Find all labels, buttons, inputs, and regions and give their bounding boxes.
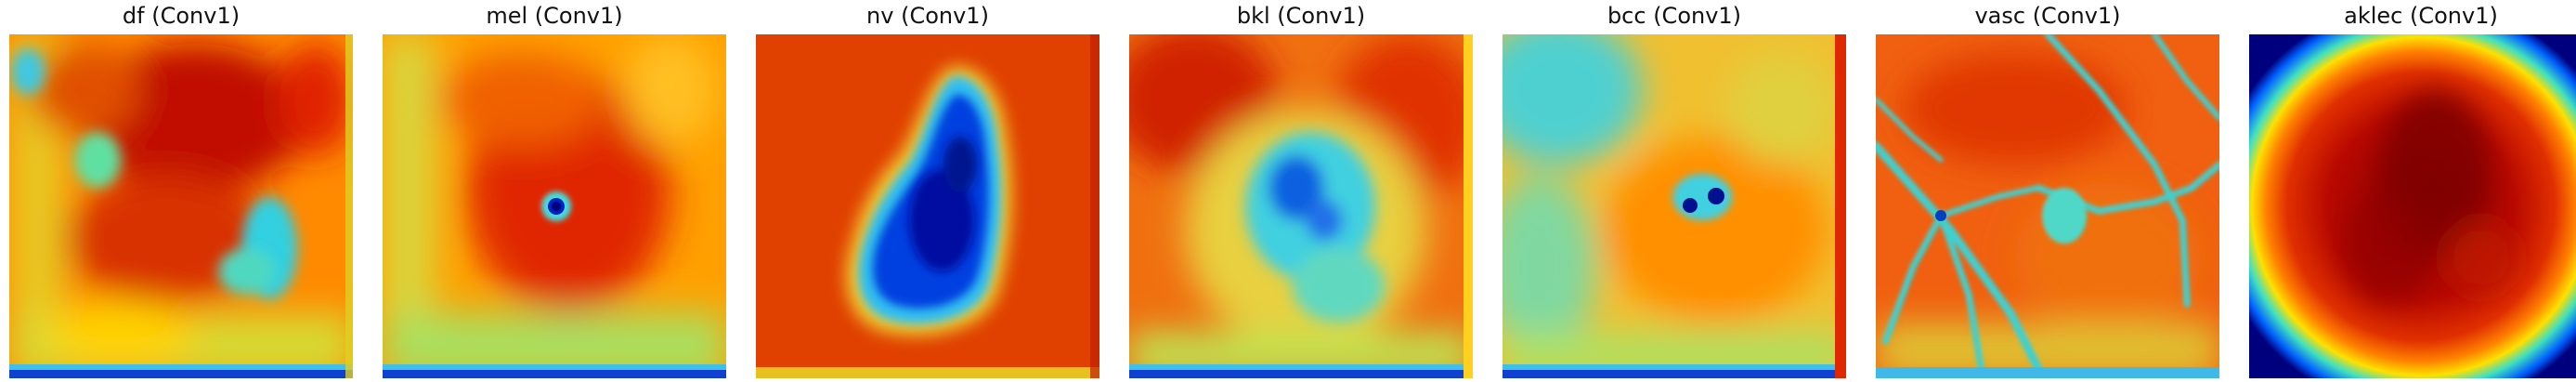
panel-vasc: vasc (Conv1)	[1876, 0, 2219, 382]
heatmap-nv	[756, 34, 1099, 378]
panel-title: aklec (Conv1)	[2344, 3, 2498, 29]
panel-nv: nv (Conv1)	[756, 0, 1099, 382]
heatmap-mel	[383, 34, 726, 378]
panel-bkl: bkl (Conv1)	[1129, 0, 1473, 382]
panel-title: bkl (Conv1)	[1236, 3, 1366, 29]
heatmap-df	[9, 34, 353, 378]
heatmap-vasc	[1876, 34, 2219, 378]
panel-aklec: aklec (Conv1)	[2249, 0, 2576, 382]
heatmap-bkl	[1129, 34, 1473, 378]
panel-title: bcc (Conv1)	[1607, 3, 1742, 29]
panel-title: nv (Conv1)	[866, 3, 989, 29]
panel-mel: mel (Conv1)	[383, 0, 726, 382]
panel-bcc: bcc (Conv1)	[1503, 0, 1846, 382]
heatmap-aklec	[2249, 34, 2576, 378]
panel-df: df (Conv1)	[9, 0, 353, 382]
panel-title: df (Conv1)	[122, 3, 241, 29]
panel-title: vasc (Conv1)	[1974, 3, 2121, 29]
heatmap-bcc	[1503, 34, 1846, 378]
panel-title: mel (Conv1)	[486, 3, 623, 29]
